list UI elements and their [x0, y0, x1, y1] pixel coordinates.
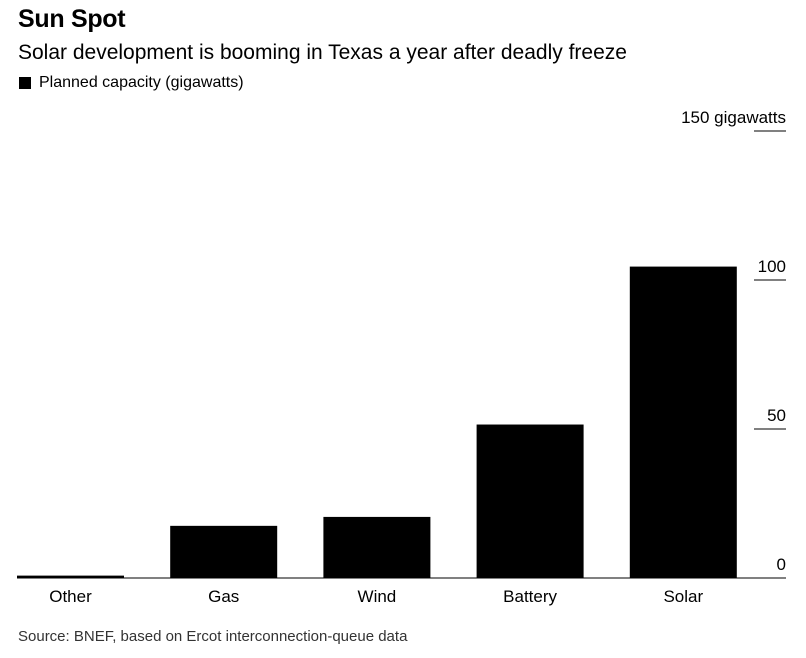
- bar-solar: [629, 266, 737, 578]
- y-tick-label: 50: [767, 406, 786, 425]
- legend-swatch: [19, 77, 31, 89]
- x-tick-label-solar: Solar: [663, 587, 703, 606]
- bar-wind: [323, 516, 431, 578]
- bar-other: [17, 575, 124, 578]
- legend-label: Planned capacity (gigawatts): [39, 74, 244, 91]
- y-tick-label: 150 gigawatts: [681, 108, 786, 127]
- chart-legend: Planned capacity (gigawatts): [19, 74, 244, 92]
- x-tick-label-gas: Gas: [208, 587, 239, 606]
- chart-source: Source: BNEF, based on Ercot interconnec…: [18, 628, 408, 645]
- x-tick-label-other: Other: [49, 587, 92, 606]
- chart-title: Sun Spot: [18, 5, 126, 33]
- bar-battery: [476, 424, 584, 578]
- chart-subtitle: Solar development is booming in Texas a …: [18, 41, 627, 64]
- x-tick-label-battery: Battery: [503, 587, 557, 606]
- bar-gas: [170, 525, 278, 578]
- y-tick-label: 0: [777, 555, 786, 574]
- bar-chart: 0 50 100 150 gigawatts Other Gas Wind Battery So…: [17, 108, 786, 606]
- x-tick-label-wind: Wind: [358, 587, 397, 606]
- y-tick-label: 100: [758, 257, 786, 276]
